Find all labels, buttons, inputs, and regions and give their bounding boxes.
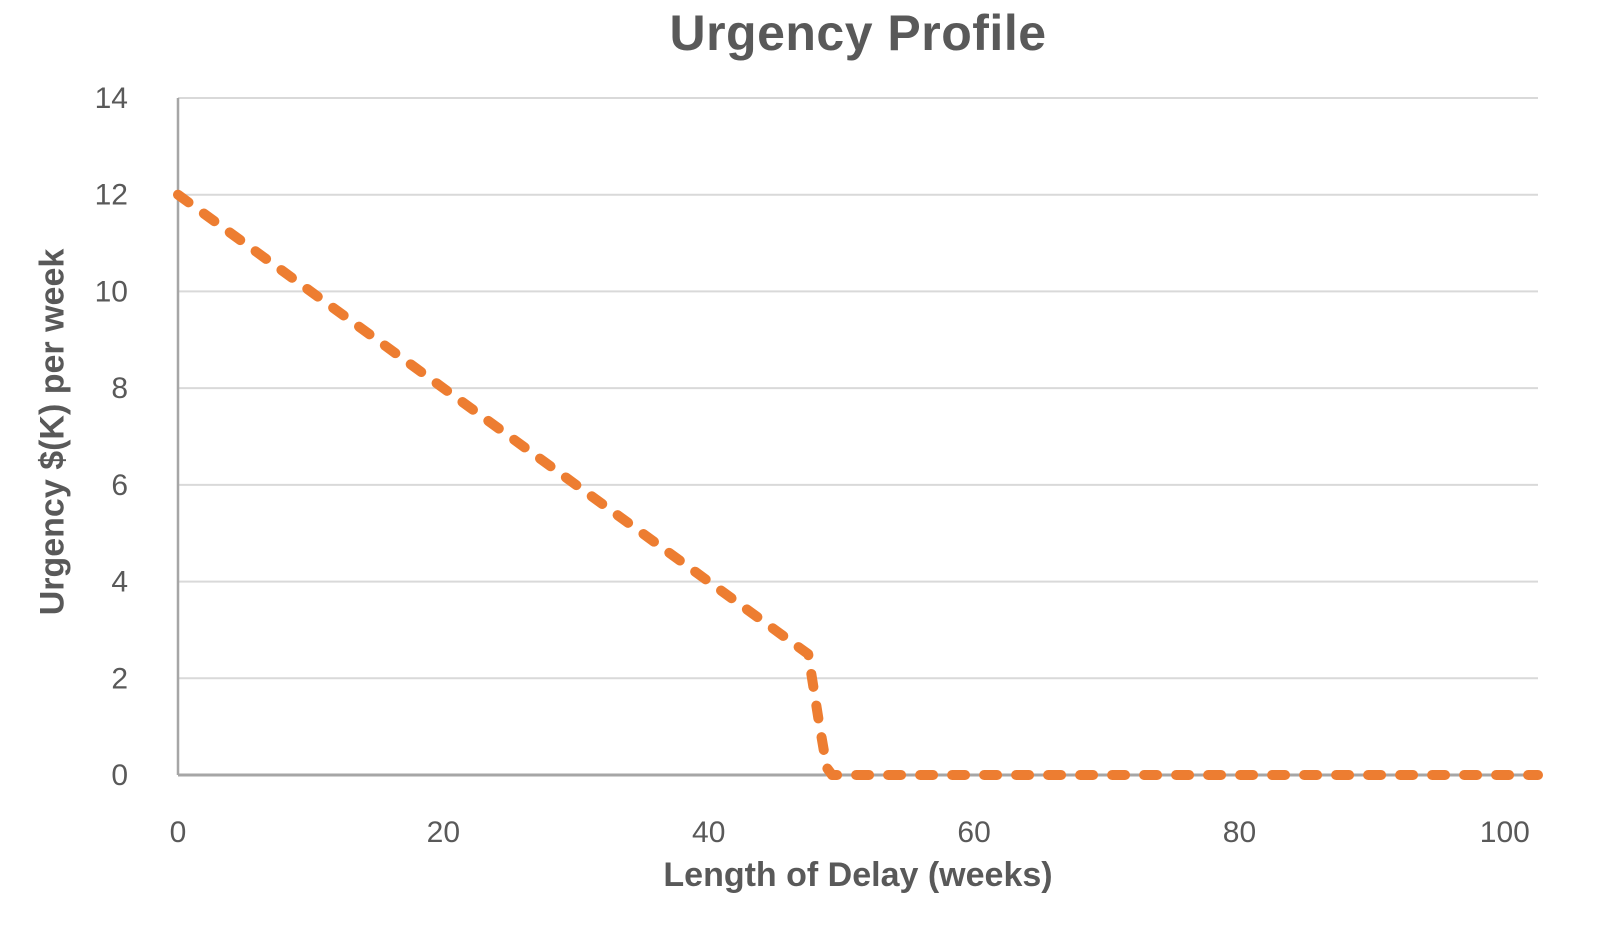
x-tick-label: 80	[1223, 816, 1256, 849]
y-tick-label: 12	[95, 179, 128, 212]
y-tick-label: 4	[111, 566, 128, 599]
y-tick-label: 10	[95, 275, 128, 308]
urgency-series-line	[173, 189, 1543, 780]
y-tick-label: 8	[111, 372, 128, 405]
x-tick-label: 0	[170, 816, 187, 849]
y-axis-title: Urgency $(K) per week	[33, 248, 72, 616]
y-tick-label: 14	[95, 82, 128, 115]
x-tick-label: 20	[427, 816, 460, 849]
y-tick-label: 6	[111, 469, 128, 502]
y-tick-label: 2	[111, 662, 128, 695]
x-tick-label: 60	[957, 816, 990, 849]
x-tick-label: 100	[1480, 816, 1530, 849]
chart-title: Urgency Profile	[669, 5, 1047, 61]
x-axis-title: Length of Delay (weeks)	[663, 856, 1053, 894]
y-tick-label: 0	[111, 759, 128, 792]
x-tick-label: 40	[692, 816, 725, 849]
